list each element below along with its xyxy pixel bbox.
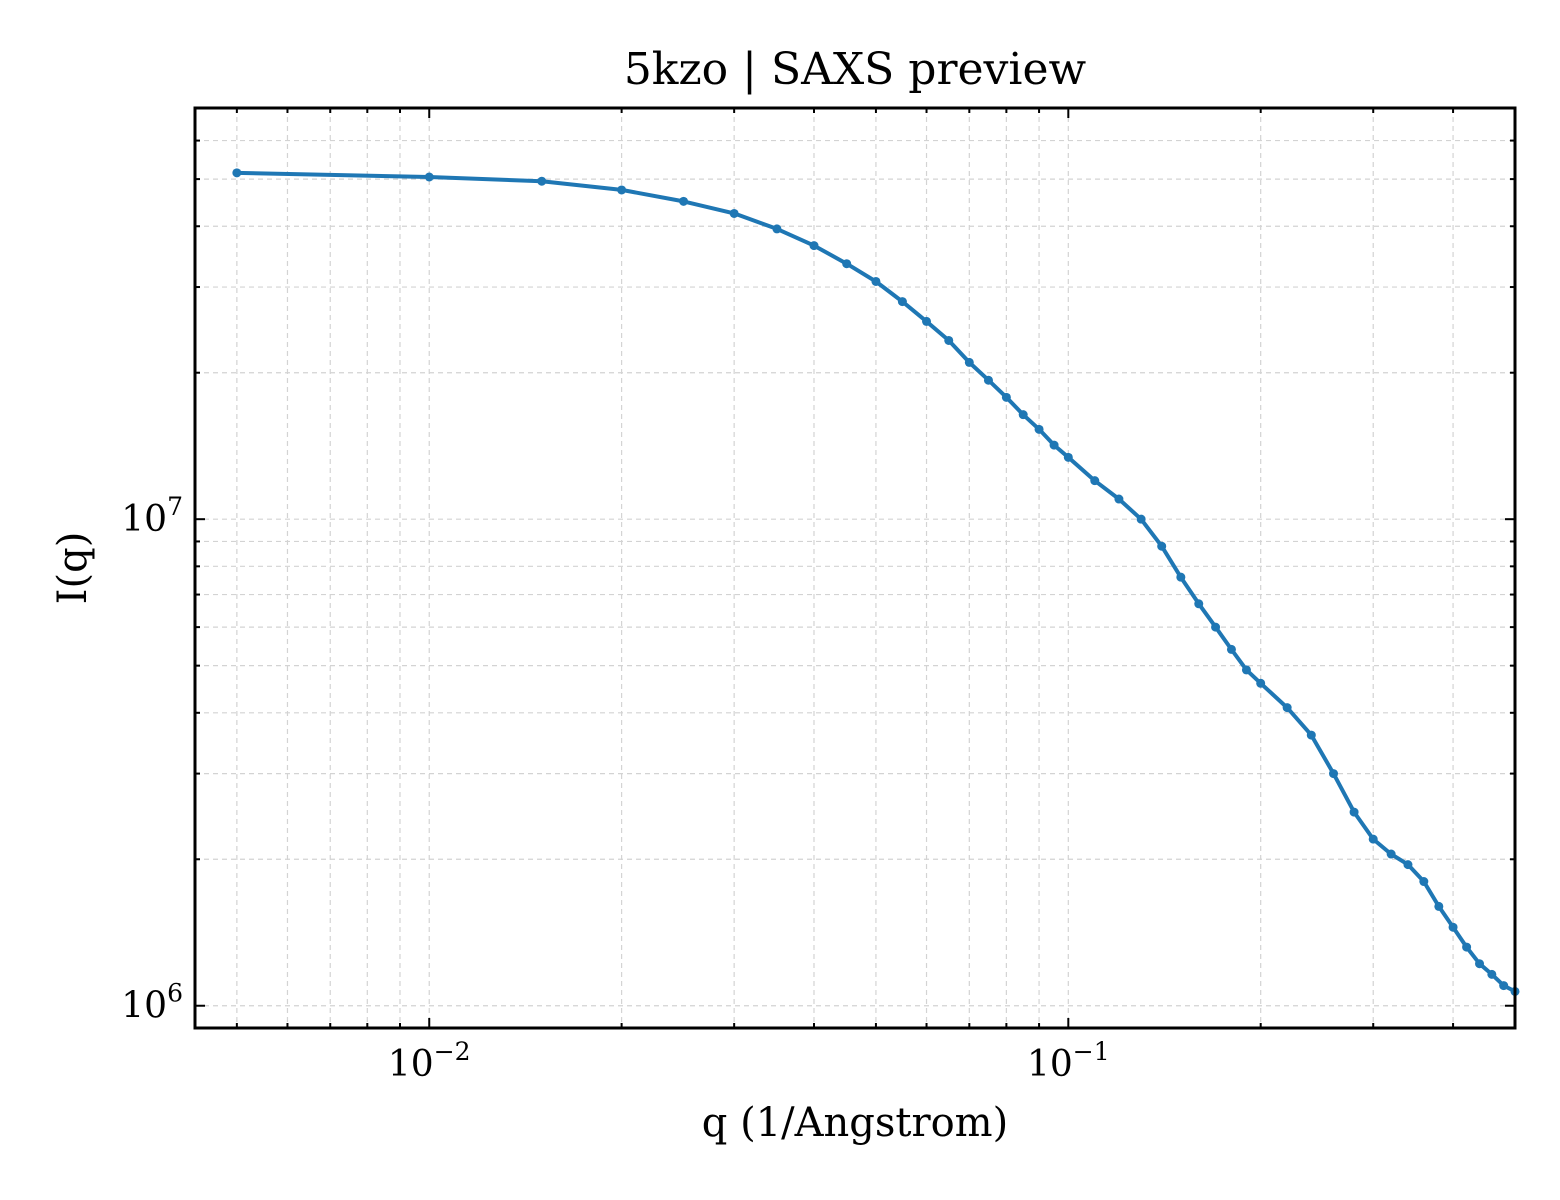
data-point — [1462, 942, 1472, 952]
y-axis-label: I(q) — [50, 532, 96, 605]
data-point — [897, 297, 907, 307]
data-point — [842, 259, 852, 269]
data-point — [1157, 541, 1167, 551]
data-point — [1306, 730, 1316, 740]
data-point — [1090, 476, 1100, 486]
data-point — [1368, 834, 1378, 844]
data-point — [1487, 969, 1497, 979]
data-point — [617, 185, 627, 195]
data-point — [1475, 959, 1485, 969]
data-point — [1419, 877, 1429, 887]
x-tick-labels: 10−2 10−1 — [388, 1037, 1110, 1085]
data-point — [983, 375, 993, 385]
x-axis-label: q (1/Angstrom) — [702, 1100, 1008, 1146]
data-point — [809, 241, 819, 251]
data-point — [1434, 901, 1444, 911]
data-point — [1256, 678, 1266, 688]
data-point — [1448, 922, 1458, 932]
x-tick-label: 10−2 — [388, 1037, 471, 1085]
data-point — [1049, 440, 1059, 450]
chart-title: 5kzo | SAXS preview — [624, 44, 1087, 95]
data-point — [1211, 622, 1221, 632]
data-point — [1241, 665, 1251, 675]
data-point — [1176, 572, 1186, 582]
data-point — [1194, 599, 1204, 609]
data-point — [1386, 849, 1396, 859]
data-point — [964, 357, 974, 367]
y-tick-label: 107 — [121, 492, 183, 540]
data-point — [679, 196, 689, 206]
data-point — [772, 224, 782, 234]
data-point — [1349, 807, 1359, 817]
data-point — [1136, 514, 1146, 524]
data-point — [1226, 644, 1236, 654]
data-point — [1034, 424, 1044, 434]
data-point — [944, 335, 954, 345]
data-point — [537, 176, 547, 186]
y-tick-label: 106 — [121, 979, 183, 1027]
data-point — [729, 208, 739, 218]
data-point — [1329, 769, 1339, 779]
data-point — [424, 172, 434, 182]
grid — [195, 107, 1516, 1029]
data-point — [871, 276, 881, 286]
data-point — [1282, 703, 1292, 713]
data-series — [232, 168, 1520, 996]
plot-frame — [193, 106, 1517, 1030]
data-point — [1499, 981, 1509, 991]
data-point — [1018, 410, 1028, 420]
data-point — [232, 168, 242, 178]
data-point — [1403, 860, 1413, 870]
data-point — [922, 316, 932, 326]
axis-ticks — [195, 107, 1516, 1029]
data-point — [1114, 494, 1124, 504]
data-point — [1001, 392, 1011, 402]
y-tick-labels: 106 107 — [121, 492, 183, 1027]
x-tick-label: 10−1 — [1027, 1037, 1110, 1085]
data-point — [1063, 452, 1073, 462]
